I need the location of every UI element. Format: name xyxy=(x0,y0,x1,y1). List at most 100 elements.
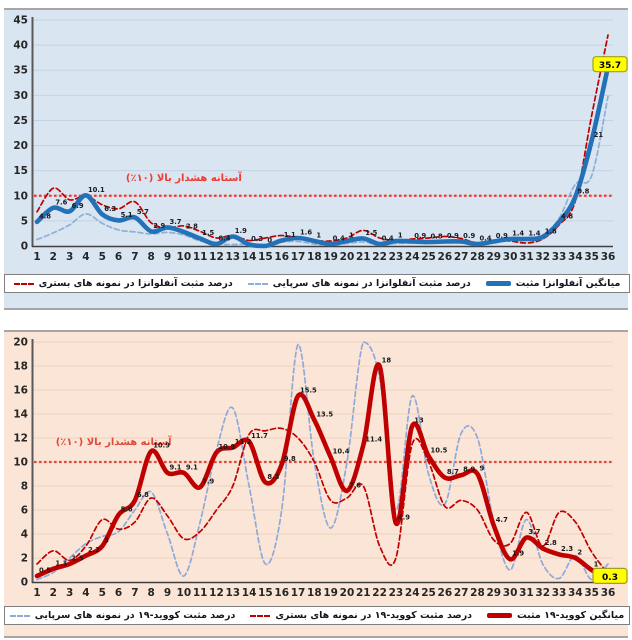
x-tick-label: 13 xyxy=(225,587,240,599)
x-tick-label: 7 xyxy=(131,587,138,599)
point-label: 11.2 xyxy=(235,438,252,446)
point-label: 2 xyxy=(577,549,582,557)
point-label: 1.5 xyxy=(365,229,377,237)
legend-label-covid-mean: میانگین کووید-۱۹ مثبت xyxy=(517,610,625,621)
x-tick-label: 15 xyxy=(258,251,273,263)
point-label: 2.2 xyxy=(88,546,100,554)
legend-swatch-covid-hospitalized xyxy=(250,614,271,617)
legend-label-flu-hospitalized: درصد مثبت آنفلوانزا در نمونه های بستری xyxy=(38,278,233,289)
x-tick-label: 26 xyxy=(438,587,453,599)
point-label: 6.8 xyxy=(137,491,149,499)
y-tick-label: 6 xyxy=(21,505,28,517)
series-hospitalized xyxy=(36,34,609,244)
point-label: 0.4 xyxy=(382,234,394,242)
x-tick-label: 15 xyxy=(258,587,273,599)
x-tick-label: 27 xyxy=(454,251,469,263)
point-label: 3.7 xyxy=(170,218,182,226)
x-tick-label: 28 xyxy=(470,251,485,263)
x-tick-label: 13 xyxy=(225,251,240,263)
point-label: 5.6 xyxy=(121,505,133,513)
point-label: 1.8 xyxy=(545,227,557,235)
point-label: 8.9 xyxy=(463,466,475,474)
point-label: 1.5 xyxy=(202,229,214,237)
point-label: 1.1 xyxy=(55,559,67,567)
x-tick-label: 30 xyxy=(503,251,518,263)
y-tick-label: 10 xyxy=(13,190,28,202)
point-label: 10.1 xyxy=(88,186,105,194)
y-tick-label: 5 xyxy=(21,215,28,227)
point-label: 4.8 xyxy=(39,212,51,220)
point-label: 0.8 xyxy=(431,232,443,240)
point-label: 5.1 xyxy=(121,211,133,219)
point-label: 9 xyxy=(479,465,484,473)
point-label: 2.8 xyxy=(545,539,557,547)
x-tick-label: 23 xyxy=(389,251,404,263)
point-label: 0.9 xyxy=(496,232,508,240)
y-tick-label: 15 xyxy=(13,165,28,177)
x-tick-label: 4 xyxy=(82,587,89,599)
point-label: 2.8 xyxy=(186,222,198,230)
point-label: 0.9 xyxy=(463,232,475,240)
x-tick-label: 7 xyxy=(131,251,138,263)
point-label: 10.5 xyxy=(431,447,448,455)
y-tick-label: 40 xyxy=(13,40,28,52)
x-tick-label: 1 xyxy=(33,587,40,599)
legend-item-flu-mean: میانگین آنفلوانزا مثبت xyxy=(485,278,621,289)
x-tick-label: 31 xyxy=(519,251,534,263)
end-value-callout xyxy=(592,567,628,584)
y-tick-label: 20 xyxy=(13,140,28,152)
y-tick-label: 20 xyxy=(13,337,28,349)
x-tick-label: 21 xyxy=(356,587,371,599)
point-label: 9.1 xyxy=(186,463,198,471)
x-tick-label: 27 xyxy=(454,587,469,599)
x-tick-label: 18 xyxy=(307,251,322,263)
x-tick-label: 8 xyxy=(148,251,155,263)
end-value-text: 0.3 xyxy=(602,573,618,583)
point-label: 11.7 xyxy=(251,432,268,440)
x-tick-label: 2 xyxy=(50,251,57,263)
point-label: 4.8 xyxy=(561,212,573,220)
series-outpatient xyxy=(36,341,609,581)
point-label: 7.9 xyxy=(202,478,214,486)
point-label: 0 xyxy=(267,237,272,245)
x-tick-label: 19 xyxy=(323,587,338,599)
point-label: 1 xyxy=(594,561,599,569)
series-hospitalized xyxy=(36,427,609,575)
point-label: 13.5 xyxy=(316,411,333,419)
x-tick-label: 3 xyxy=(66,587,73,599)
influenza-legend: میانگین آنفلوانزا مثبت درصد مثبت آنفلوان… xyxy=(4,274,630,293)
point-label: 1 xyxy=(398,231,403,239)
x-tick-label: 23 xyxy=(389,587,404,599)
y-tick-label: 2 xyxy=(21,553,28,565)
x-tick-label: 29 xyxy=(486,587,501,599)
y-tick-label: 0 xyxy=(21,241,28,253)
point-label: 15.5 xyxy=(300,387,317,395)
y-tick-label: 35 xyxy=(13,65,28,77)
point-label: 9.8 xyxy=(577,187,589,195)
y-tick-label: 30 xyxy=(13,90,28,102)
x-tick-label: 12 xyxy=(209,251,224,263)
legend-label-flu-mean: میانگین آنفلوانزا مثبت xyxy=(515,278,621,289)
point-label: 0.5 xyxy=(39,567,51,575)
x-tick-label: 20 xyxy=(340,587,355,599)
point-label: 5.7 xyxy=(137,208,149,216)
x-tick-label: 10 xyxy=(177,587,192,599)
x-tick-label: 2 xyxy=(50,587,57,599)
point-label: 6.9 xyxy=(72,202,84,210)
point-label: 1.9 xyxy=(235,227,247,235)
alert-threshold-label: آستانه هشدار بالا (۱۰٪) xyxy=(56,435,172,448)
y-tick-label: 16 xyxy=(13,385,28,397)
point-label: 1.5 xyxy=(72,555,84,563)
x-tick-label: 6 xyxy=(115,251,122,263)
legend-item-flu-hospitalized: درصد مثبت آنفلوانزا در نمونه های بستری xyxy=(13,278,233,289)
x-tick-label: 35 xyxy=(584,587,599,599)
point-label: 8.7 xyxy=(447,468,459,476)
point-label: 2.3 xyxy=(561,545,573,553)
x-tick-label: 24 xyxy=(405,251,420,263)
end-value-text: 35.7 xyxy=(599,61,621,71)
y-tick-label: 45 xyxy=(13,15,28,27)
x-tick-label: 4 xyxy=(82,251,89,263)
series-mean xyxy=(34,64,611,249)
x-tick-label: 14 xyxy=(242,251,257,263)
